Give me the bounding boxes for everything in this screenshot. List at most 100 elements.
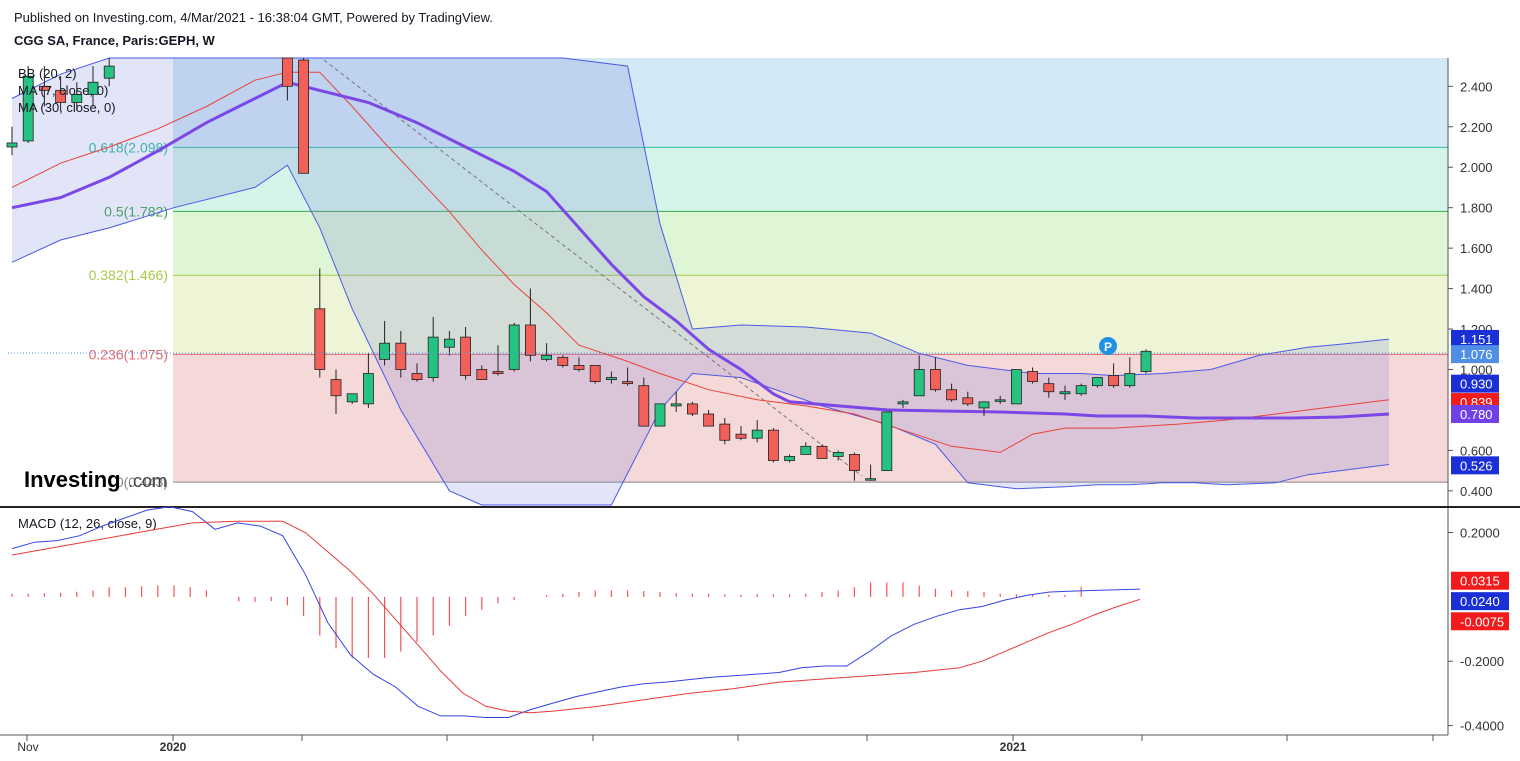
candle bbox=[39, 66, 50, 107]
candle-body bbox=[622, 381, 633, 385]
candle bbox=[1011, 369, 1022, 405]
price-tick-label: 0.400 bbox=[1460, 484, 1493, 499]
candle bbox=[103, 58, 115, 87]
candle bbox=[346, 393, 358, 404]
ma30-legend[interactable]: MA (30, close, 0) bbox=[18, 100, 116, 115]
candle-body bbox=[751, 429, 763, 439]
candle-body bbox=[443, 338, 455, 348]
candle bbox=[800, 442, 812, 455]
fib-label: 0.382(1.466) bbox=[89, 267, 168, 283]
candle-body bbox=[930, 369, 941, 391]
candle-body bbox=[1011, 369, 1022, 405]
candle-body bbox=[525, 324, 536, 356]
price-badge-label: 0.526 bbox=[1460, 458, 1493, 473]
candle-body bbox=[703, 413, 714, 427]
candle bbox=[508, 322, 520, 372]
candle-body bbox=[1140, 350, 1152, 372]
candle-body bbox=[103, 65, 115, 79]
candle bbox=[703, 409, 714, 427]
candle-body bbox=[865, 478, 876, 481]
trend-line bbox=[323, 59, 863, 477]
price-badge-bg bbox=[1451, 374, 1499, 393]
time-label-2021: 2021 bbox=[1000, 740, 1027, 754]
candle bbox=[1043, 377, 1055, 398]
candle-body bbox=[1059, 391, 1071, 395]
candle-body bbox=[719, 423, 731, 441]
candle-body bbox=[589, 365, 601, 383]
macd-badge: -0.0075 bbox=[1451, 612, 1509, 631]
price-axis[interactable]: 2.4002.2002.0001.8001.6001.4001.2001.000… bbox=[1448, 79, 1493, 499]
candle-body bbox=[508, 324, 520, 370]
fib-label: 0(0.443) bbox=[116, 474, 168, 490]
candle bbox=[687, 401, 698, 417]
macd-badges: 0.0315 0.0240 -0.0075 bbox=[1451, 571, 1509, 631]
macd-tick-label: -0.4000 bbox=[1460, 719, 1504, 734]
candle bbox=[22, 66, 34, 143]
candle bbox=[606, 371, 617, 384]
candle-body bbox=[768, 429, 779, 461]
macd-legend[interactable]: MACD (12, 26, close, 9) bbox=[18, 516, 157, 531]
candle bbox=[1075, 383, 1087, 396]
time-label-2020: 2020 bbox=[160, 740, 187, 754]
candle bbox=[654, 403, 666, 427]
macd-line bbox=[11, 506, 1141, 718]
candle bbox=[1124, 357, 1136, 388]
candle bbox=[962, 391, 974, 406]
price-badge: 0.526 bbox=[1451, 456, 1499, 475]
fib-zone bbox=[173, 147, 1448, 212]
candle bbox=[1092, 377, 1103, 388]
candle-body bbox=[395, 342, 407, 370]
candle bbox=[816, 444, 828, 459]
candle-body bbox=[314, 308, 326, 370]
time-axis[interactable]: Nov 2020 2021 bbox=[17, 735, 1434, 754]
time-label-nov: Nov bbox=[17, 740, 38, 754]
candle-body bbox=[379, 342, 391, 360]
candle bbox=[525, 288, 536, 362]
signal-line bbox=[11, 520, 1141, 714]
candle-body bbox=[687, 403, 698, 415]
fib-zone bbox=[173, 275, 1448, 355]
macd-badge-bg bbox=[1451, 612, 1509, 631]
candle bbox=[638, 377, 650, 427]
macd-badge-label: -0.0075 bbox=[1460, 614, 1504, 629]
price-tick-label: 1.400 bbox=[1460, 282, 1493, 297]
candle-body bbox=[281, 57, 293, 87]
price-tick-label: 1.600 bbox=[1460, 241, 1493, 256]
candle-body bbox=[22, 75, 34, 142]
candle bbox=[865, 464, 876, 481]
candle-body bbox=[460, 336, 472, 376]
candle-body bbox=[606, 377, 617, 380]
candle-body bbox=[346, 393, 358, 403]
candle bbox=[298, 58, 310, 174]
candle-body bbox=[298, 59, 310, 174]
logo-main: Investing bbox=[24, 467, 121, 492]
indicator-legend: BB (20, 2) MA (7, close, 0) MA (30, clos… bbox=[18, 66, 116, 115]
price-tick-label: 1.800 bbox=[1460, 201, 1493, 216]
candle bbox=[573, 357, 585, 372]
price-badge: 1.076 bbox=[1451, 345, 1499, 364]
price-tick-label: 2.200 bbox=[1460, 120, 1493, 135]
macd-histogram bbox=[11, 582, 1082, 658]
candle bbox=[622, 367, 633, 386]
macd-badge-bg bbox=[1451, 592, 1509, 611]
macd-badge-label: 0.0240 bbox=[1460, 594, 1500, 609]
candle bbox=[670, 391, 682, 412]
candle-body bbox=[897, 401, 909, 405]
pivot-marker[interactable]: P bbox=[1099, 337, 1117, 355]
price-badge-label: 0.780 bbox=[1460, 407, 1493, 422]
investing-logo: Investing .com bbox=[24, 467, 167, 492]
candle bbox=[557, 355, 569, 368]
candle bbox=[379, 320, 391, 366]
candle-body bbox=[6, 142, 18, 148]
candle-body bbox=[55, 89, 66, 103]
price-badge-bg bbox=[1451, 345, 1499, 364]
price-badge-bg bbox=[1451, 456, 1499, 475]
macd-axis[interactable]: 0.2000 -0.2000 -0.4000 bbox=[1448, 526, 1504, 734]
price-badge-label: 1.076 bbox=[1460, 347, 1493, 362]
candle bbox=[1027, 367, 1038, 384]
price-badge: 1.151 bbox=[1451, 329, 1499, 348]
ma7-legend[interactable]: MA (7, close, 0) bbox=[18, 83, 108, 98]
bb-legend[interactable]: BB (20, 2) bbox=[18, 66, 77, 81]
